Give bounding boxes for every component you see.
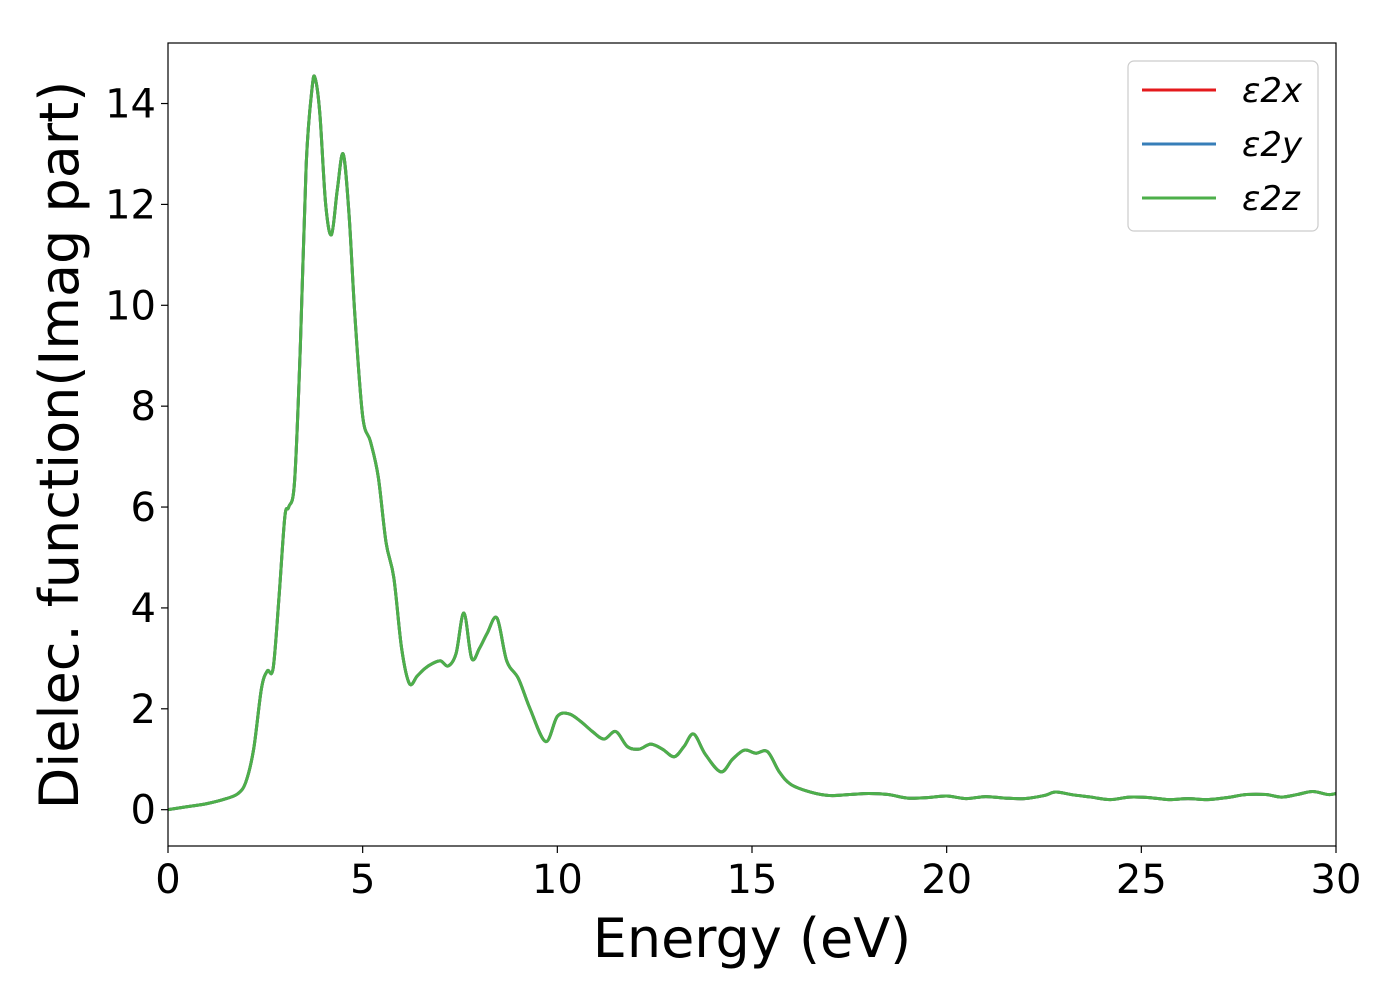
series-line-3 (168, 74, 1336, 812)
x-tick-label: 15 (727, 857, 778, 903)
legend: ε2x ε2y ε2z (1127, 60, 1319, 232)
y-axis-title: Dielec. function(Imag part) (28, 81, 91, 810)
x-tick-label: 10 (532, 857, 583, 903)
y-tick-label: 0 (131, 788, 156, 834)
x-axis-ticks: 0 5 10 15 20 25 30 (155, 846, 1361, 903)
legend-label-1: ε2x (1242, 71, 1303, 111)
series-lines (168, 74, 1336, 812)
y-tick-label: 12 (105, 182, 156, 228)
y-axis-ticks: 0 2 4 6 8 10 12 14 (105, 82, 168, 834)
x-tick-label: 25 (1116, 857, 1167, 903)
legend-frame (1127, 60, 1319, 232)
x-tick-label: 5 (350, 857, 375, 903)
y-tick-label: 2 (131, 687, 156, 733)
y-tick-label: 10 (105, 283, 156, 329)
x-tick-label: 20 (921, 857, 972, 903)
legend-label-2: ε2y (1242, 125, 1303, 165)
y-tick-label: 6 (131, 485, 156, 531)
y-tick-label: 4 (131, 586, 156, 632)
x-tick-label: 30 (1311, 857, 1362, 903)
legend-label-3: ε2z (1242, 179, 1301, 219)
x-axis-title: Energy (eV) (593, 907, 912, 970)
y-tick-label: 8 (131, 384, 156, 430)
x-tick-label: 0 (155, 857, 180, 903)
y-tick-label: 14 (105, 82, 156, 128)
